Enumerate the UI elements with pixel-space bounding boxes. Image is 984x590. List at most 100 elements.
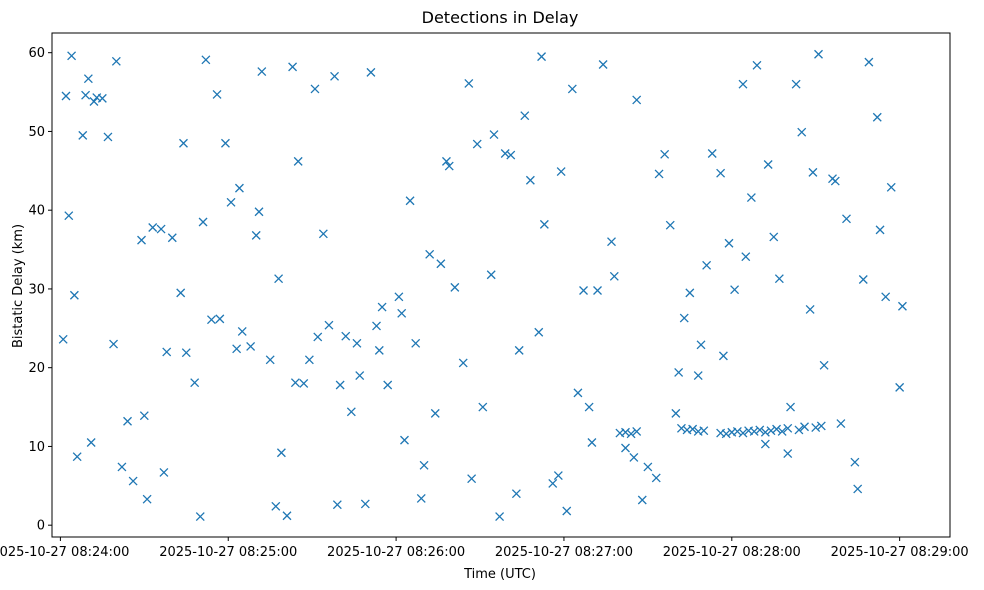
data-point	[450, 282, 460, 292]
data-point	[282, 511, 292, 521]
data-point	[81, 90, 91, 100]
data-point	[299, 378, 309, 388]
data-point	[232, 344, 242, 354]
data-point	[593, 286, 602, 295]
y-tick-label: 50	[28, 125, 45, 140]
data-point	[738, 428, 748, 438]
data-point	[875, 225, 885, 235]
data-point	[89, 97, 99, 106]
data-point	[313, 332, 323, 342]
data-point	[335, 380, 345, 390]
data-point	[794, 425, 804, 435]
data-point	[800, 422, 809, 432]
data-point	[853, 484, 863, 494]
chart-title: Detections in Delay	[422, 8, 579, 27]
data-point	[679, 313, 689, 323]
data-point	[567, 84, 577, 94]
data-point	[732, 427, 742, 436]
data-point	[195, 512, 205, 521]
data-point	[142, 494, 152, 504]
data-point	[864, 57, 874, 67]
data-point	[206, 315, 216, 325]
data-point	[741, 252, 751, 262]
data-point	[167, 233, 177, 243]
data-point	[271, 501, 281, 511]
data-point	[746, 193, 756, 203]
data-point	[718, 351, 728, 361]
data-point	[766, 426, 776, 436]
data-point	[486, 270, 496, 280]
data-point	[696, 340, 706, 350]
x-tick-label: 2025-10-27 08:27:00	[495, 545, 633, 560]
data-point	[290, 378, 300, 388]
data-point	[699, 426, 709, 436]
data-point	[265, 355, 275, 365]
data-point	[226, 197, 236, 207]
data-point	[724, 238, 734, 248]
data-point	[478, 402, 488, 412]
data-point	[819, 360, 829, 370]
data-point	[797, 127, 807, 137]
data-point	[436, 259, 446, 269]
data-point	[660, 149, 670, 159]
data-point	[579, 286, 588, 295]
data-point	[310, 84, 320, 94]
y-tick-label: 10	[28, 440, 45, 455]
data-point	[201, 55, 211, 65]
data-point	[198, 217, 208, 227]
data-point	[78, 130, 88, 140]
data-point	[304, 355, 314, 365]
data-point	[609, 271, 619, 281]
x-tick-label: 2025-10-27 08:24:00	[0, 545, 129, 560]
data-point	[534, 327, 544, 337]
data-point	[405, 196, 415, 206]
data-point	[234, 183, 244, 193]
data-point	[688, 424, 698, 434]
data-point	[444, 161, 454, 171]
data-point	[372, 321, 381, 331]
data-point	[769, 232, 779, 242]
data-point	[632, 95, 642, 105]
data-point	[850, 457, 860, 467]
data-point	[897, 301, 907, 311]
data-point	[621, 443, 630, 453]
data-point	[162, 347, 172, 357]
data-point	[416, 493, 426, 503]
data-point	[139, 411, 149, 421]
data-point	[176, 288, 186, 298]
data-point	[537, 52, 547, 62]
data-point	[511, 489, 521, 499]
data-point	[836, 419, 846, 429]
data-point	[506, 150, 516, 160]
data-point	[539, 219, 549, 229]
data-point	[520, 111, 530, 121]
data-point	[886, 182, 896, 192]
data-point	[674, 367, 684, 377]
data-point	[123, 416, 132, 426]
data-point	[525, 175, 535, 185]
data-point	[103, 132, 113, 142]
data-point	[128, 476, 138, 486]
data-point	[67, 51, 77, 61]
x-tick-label: 2025-10-27 08:25:00	[159, 545, 297, 560]
data-point	[109, 339, 119, 349]
data-point	[246, 341, 256, 351]
data-point	[411, 338, 421, 348]
data-point	[816, 421, 826, 431]
data-point	[394, 292, 404, 302]
data-point	[419, 460, 429, 470]
data-point	[288, 62, 298, 72]
data-point	[400, 435, 409, 445]
data-point	[548, 478, 558, 488]
data-point	[556, 167, 566, 177]
plot-area: 0 10 20 30 40 50 60 2025-10-27 08:24:00 2025-10-…	[0, 32, 969, 560]
data-point	[643, 462, 653, 472]
data-point	[749, 427, 759, 436]
data-point	[220, 138, 230, 148]
data-point	[858, 275, 868, 284]
data-point	[514, 345, 524, 355]
x-tick-label: 2025-10-27 08:26:00	[327, 545, 465, 560]
data-point	[626, 429, 636, 439]
data-point	[83, 74, 93, 84]
